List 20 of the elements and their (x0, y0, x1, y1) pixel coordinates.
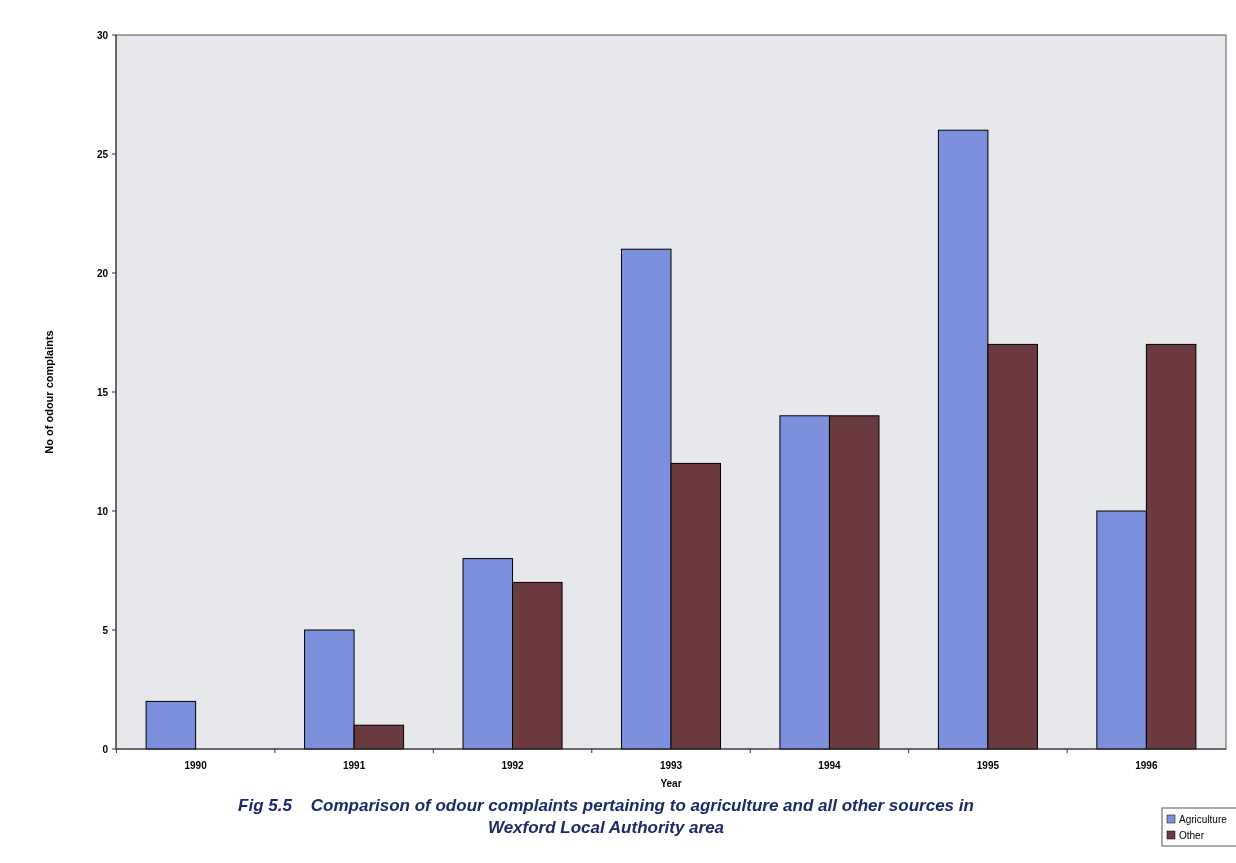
x-tick-label: 1991 (342, 760, 366, 771)
y-tick-label: 25 (96, 148, 109, 160)
y-tick-label: 20 (96, 267, 109, 279)
bar (145, 700, 197, 750)
legend-label: Agriculture (1179, 813, 1228, 825)
legend-label: Other (1179, 829, 1205, 841)
y-axis-title: No of odour complaints (43, 330, 55, 454)
x-tick-label: 1995 (976, 760, 1000, 771)
x-tick-label: 1992 (501, 760, 525, 771)
x-axis-title: Year (660, 778, 682, 789)
y-tick-label: 10 (96, 505, 109, 517)
y-tick-label: 0 (102, 743, 109, 755)
y-tick-label: 5 (102, 624, 109, 636)
text: Fig 5.5 Comparison of odour complaints pertaining to agriculture and all other sources in Wexford Local Authority area (238, 796, 974, 837)
x-tick-label: 1993 (659, 760, 683, 771)
x-tick-label: 1996 (1135, 760, 1158, 771)
x-tick-label: 1990 (184, 760, 208, 771)
x-tick-label: 1994 (818, 760, 842, 771)
y-tick-label: 15 (96, 386, 109, 398)
y-tick-label: 30 (96, 29, 109, 41)
